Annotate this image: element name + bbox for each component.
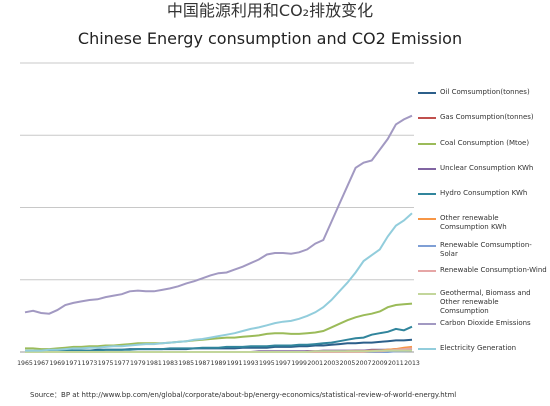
x-tick-label: 1965 (17, 360, 33, 367)
x-tick-label: 2001 (307, 360, 323, 367)
series-line (25, 325, 413, 353)
x-tick-label: 1987 (195, 360, 211, 367)
x-tick-label: 1991 (227, 360, 243, 367)
legend-label: Electricity Generation (440, 344, 517, 352)
legend-swatch (418, 348, 436, 350)
legend-swatch (418, 117, 436, 119)
series-line (25, 349, 412, 353)
legend-label: Carbon Dioxide Emissions (440, 319, 531, 327)
legend-label: Other renewable Comsumption KWh (440, 214, 507, 231)
x-tick-label: 1985 (178, 360, 194, 367)
legend-swatch (418, 245, 436, 247)
legend-swatch (418, 270, 436, 272)
series-line (25, 212, 413, 352)
legend-label: Oil Comsumption(tonnes) (440, 88, 530, 96)
x-tick-label: 1971 (66, 360, 82, 367)
x-tick-label: 1981 (146, 360, 162, 367)
x-tick-label: 1989 (211, 360, 227, 367)
x-tick-label: 1967 (33, 360, 49, 367)
source-note: Source：BP at http://www.bp.com/en/global… (30, 391, 456, 399)
x-tick-label: 2005 (340, 360, 356, 367)
x-tick-label: 1969 (49, 360, 65, 367)
legend-swatch (418, 193, 436, 195)
legend-label: Renewable Comsumption-Solar (440, 241, 532, 258)
x-tick-label: 1977 (114, 360, 130, 367)
legend-label: Coal Consumption (Mtoe) (440, 139, 530, 147)
x-tick-label: 2009 (372, 360, 388, 367)
x-tick-label: 2011 (388, 360, 404, 367)
series-line (24, 114, 413, 315)
legend-swatch (418, 92, 436, 94)
series-line (25, 302, 413, 351)
x-tick-label: 1993 (243, 360, 259, 367)
x-tick-label: 2013 (404, 360, 420, 367)
x-tick-label: 1997 (275, 360, 291, 367)
legend-label: Hydro Consumption KWh (440, 189, 528, 197)
x-tick-label: 1973 (82, 360, 98, 367)
x-tick-label: 1995 (259, 360, 275, 367)
legend-label: Gas Comsumption(tonnes) (440, 113, 534, 121)
x-tick-label: 1999 (291, 360, 307, 367)
chart-title: 中国能源利用和CO₂排放变化 (167, 1, 373, 20)
x-tick-label: 2007 (356, 360, 372, 367)
legend-swatch (418, 218, 436, 220)
legend-label: Unclear Consumption KWh (440, 164, 534, 172)
x-tick-label: 2003 (324, 360, 340, 367)
series-line (25, 338, 413, 353)
x-tick-label: 1979 (130, 360, 146, 367)
chart-subtitle: Chinese Energy consumption and CO2 Emiss… (78, 29, 462, 48)
x-tick-label: 1975 (98, 360, 114, 367)
legend-label: Geothermal, Biomass and Other renewable … (440, 289, 531, 315)
x-tick-label: 1983 (162, 360, 178, 367)
legend-label: Renewable Consumption-Wind (440, 266, 547, 274)
legend-swatch (418, 323, 436, 325)
legend-swatch (418, 143, 436, 145)
legend-swatch (418, 293, 436, 295)
legend-swatch (418, 168, 436, 170)
